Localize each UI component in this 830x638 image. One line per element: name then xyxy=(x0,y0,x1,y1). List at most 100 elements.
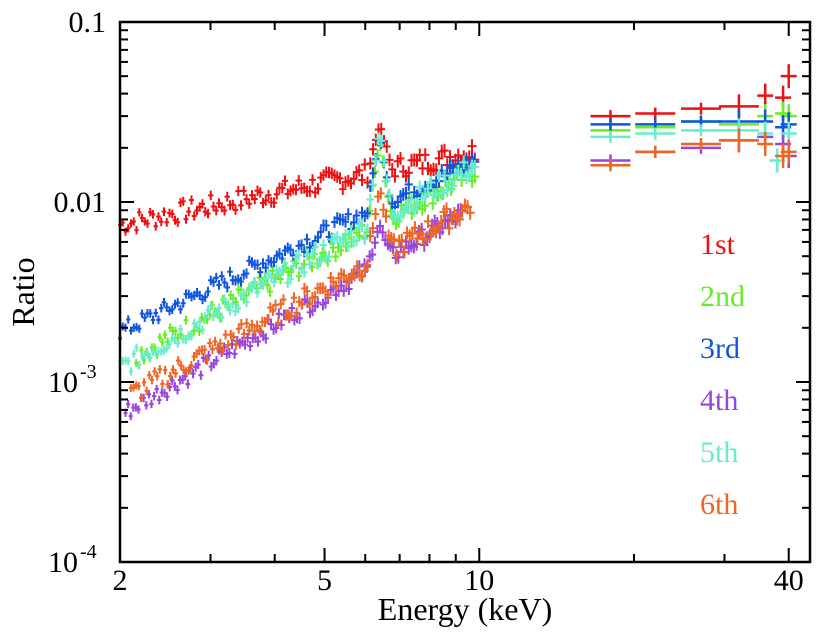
data-point xyxy=(145,219,150,228)
legend-entry-3rd: 3rd xyxy=(700,332,740,365)
data-point xyxy=(352,234,361,247)
data-point xyxy=(186,207,192,217)
data-point xyxy=(238,200,244,211)
data-point xyxy=(213,272,219,283)
data-point xyxy=(388,163,397,176)
data-point xyxy=(195,359,201,370)
data-point xyxy=(377,122,386,136)
data-point xyxy=(175,338,181,348)
data-point xyxy=(371,236,379,249)
data-point xyxy=(197,290,203,301)
data-point xyxy=(412,237,421,251)
data-point xyxy=(216,280,222,290)
data-point xyxy=(169,305,175,314)
legend-entry-5th: 5th xyxy=(700,436,738,469)
data-point xyxy=(126,400,131,409)
data-point xyxy=(247,340,254,352)
data-point xyxy=(178,324,183,334)
data-point xyxy=(202,312,208,322)
data-point xyxy=(314,296,322,309)
data-point xyxy=(412,197,422,211)
y-tick-label: 0.01 xyxy=(54,186,107,219)
data-point xyxy=(152,343,157,352)
data-point xyxy=(437,186,447,200)
data-point xyxy=(183,334,189,344)
data-point xyxy=(139,393,144,402)
data-point xyxy=(148,309,153,318)
data-point xyxy=(324,289,332,301)
data-point xyxy=(126,224,131,233)
data-point xyxy=(240,185,247,196)
data-point xyxy=(275,308,282,320)
data-point xyxy=(270,197,278,209)
x-tick-label: 5 xyxy=(317,564,332,597)
data-point xyxy=(757,132,774,157)
data-point xyxy=(213,205,219,216)
data-point xyxy=(158,347,164,356)
data-point xyxy=(363,258,372,271)
data-point xyxy=(202,207,208,217)
data-point xyxy=(344,240,352,253)
data-point xyxy=(246,198,253,209)
data-point xyxy=(238,276,244,287)
data-point xyxy=(295,175,303,187)
data-point xyxy=(136,405,141,414)
data-point xyxy=(311,241,319,253)
data-point xyxy=(221,205,228,216)
data-point xyxy=(404,201,413,215)
data-point xyxy=(164,302,170,312)
data-point xyxy=(269,305,276,316)
data-point xyxy=(590,159,631,172)
data-point xyxy=(470,160,480,175)
data-point xyxy=(322,219,330,232)
data-point xyxy=(465,205,475,220)
data-point xyxy=(229,199,236,210)
data-point xyxy=(363,223,372,236)
data-point xyxy=(404,177,413,191)
data-point xyxy=(448,179,458,193)
plot-frame xyxy=(118,20,812,564)
data-point xyxy=(199,325,206,335)
data-point xyxy=(162,330,168,339)
data-point xyxy=(292,184,300,196)
data-point xyxy=(162,365,168,375)
data-point xyxy=(259,279,267,290)
data-point xyxy=(190,369,196,379)
data-point xyxy=(233,297,239,307)
data-point xyxy=(145,350,150,359)
data-point xyxy=(164,343,170,353)
data-point xyxy=(434,151,444,166)
data-point xyxy=(144,401,149,410)
data-point xyxy=(134,322,139,332)
data-point xyxy=(133,403,138,412)
data-point xyxy=(455,212,465,227)
data-point xyxy=(185,379,191,389)
data-point xyxy=(397,233,406,247)
data-point xyxy=(384,190,392,203)
data-point xyxy=(240,288,247,299)
data-point xyxy=(128,219,134,228)
data-point xyxy=(298,298,306,310)
data-point xyxy=(150,315,156,325)
data-point xyxy=(157,365,163,374)
data-point xyxy=(161,345,167,355)
data-point xyxy=(188,195,195,205)
data-point xyxy=(208,190,214,201)
data-point xyxy=(244,332,251,343)
data-point xyxy=(144,386,149,395)
data-point xyxy=(246,325,253,336)
data-point xyxy=(213,355,220,366)
y-tick-exponent: -4 xyxy=(80,541,97,563)
data-point xyxy=(290,260,297,272)
data-point xyxy=(172,299,178,309)
data-point xyxy=(341,229,350,242)
data-point xyxy=(220,345,226,356)
data-point xyxy=(169,333,175,343)
data-point xyxy=(268,271,275,282)
data-point xyxy=(404,166,413,180)
data-point xyxy=(415,180,424,194)
data-point xyxy=(306,298,314,310)
y-axis-title: Ratio xyxy=(5,257,41,326)
data-point xyxy=(251,193,258,205)
x-tick-label: 10 xyxy=(464,564,494,597)
